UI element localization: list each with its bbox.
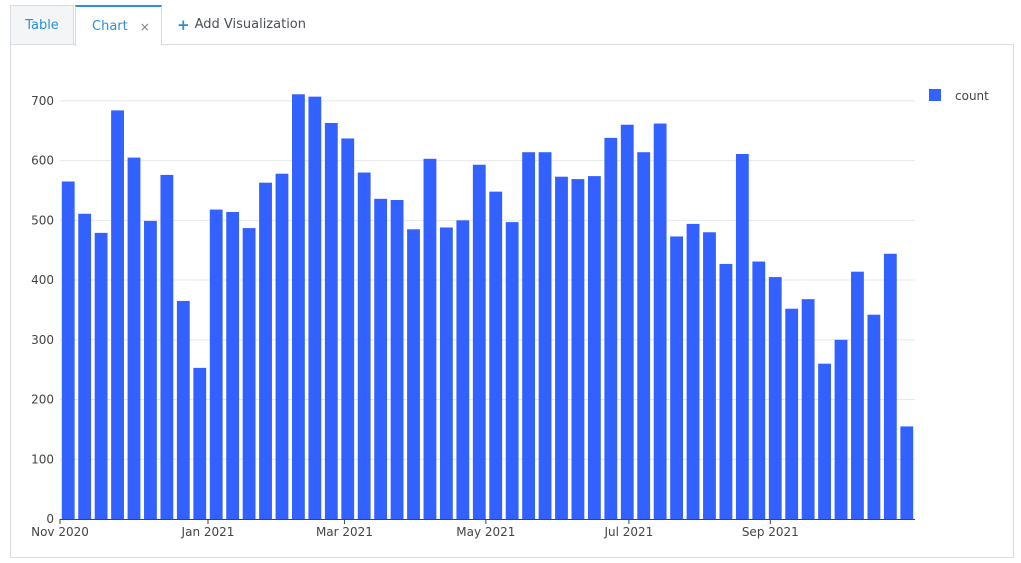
x-tick-label: May 2021 (456, 525, 515, 539)
legend-swatch (929, 89, 941, 101)
bar (604, 137, 618, 519)
bar (407, 229, 420, 520)
add-visualization-label: Add Visualization (194, 17, 306, 32)
bar (193, 367, 207, 519)
bar (472, 164, 486, 519)
x-tick-label: Jan 2021 (181, 525, 235, 539)
bar (160, 174, 174, 520)
bar (61, 181, 75, 519)
y-tick-label: 300 (31, 333, 54, 347)
bar (686, 223, 700, 519)
bar (637, 152, 651, 519)
bar (867, 314, 881, 519)
bar (719, 263, 733, 519)
bar (78, 213, 92, 519)
y-tick-label: 500 (31, 213, 54, 227)
bar (292, 94, 305, 519)
bar (308, 96, 322, 519)
y-tick-label: 600 (31, 154, 54, 168)
tab-table[interactable]: Table (10, 5, 74, 44)
bar (818, 363, 831, 519)
bar (785, 308, 799, 519)
x-tick-label: Nov 2020 (31, 525, 89, 539)
close-icon[interactable]: × (139, 19, 150, 34)
bar (522, 152, 536, 519)
bar (226, 211, 240, 519)
bar (735, 154, 749, 519)
x-tick-label: Jul 2021 (603, 525, 653, 539)
plus-icon: + (177, 15, 190, 34)
x-tick-label: Mar 2021 (316, 525, 373, 539)
y-tick-label: 100 (31, 452, 54, 466)
y-tick-label: 200 (31, 393, 54, 407)
bar (587, 176, 601, 519)
add-visualization-button[interactable]: + Add Visualization (177, 5, 306, 44)
tab-chart-label: Chart (92, 19, 128, 34)
bar (176, 300, 190, 519)
bar (900, 426, 914, 519)
bar (752, 261, 766, 519)
legend-label: count (955, 89, 989, 103)
bar (275, 173, 289, 519)
tab-chart[interactable]: Chart × (75, 5, 162, 46)
bar (111, 110, 124, 520)
x-tick-label: Sep 2021 (742, 525, 799, 539)
bar (505, 222, 519, 519)
bar (456, 220, 470, 519)
bar (357, 172, 371, 519)
bar (374, 198, 388, 519)
bar (423, 158, 437, 519)
chart-panel: 0 100 200 300 400 500 600 700 Nov 2020 Jan 2021 Ma… (10, 44, 1014, 558)
y-tick-label: 700 (31, 94, 54, 108)
bar (620, 124, 634, 519)
bar (703, 232, 716, 519)
bar (242, 228, 256, 519)
bar (653, 123, 667, 519)
bar (209, 209, 223, 519)
bar (571, 179, 585, 520)
bar (324, 122, 338, 520)
bar (439, 227, 453, 520)
bar (538, 152, 552, 519)
bar (489, 191, 503, 520)
tab-bar: Table Chart × + Add Visualization (0, 0, 1021, 46)
tab-table-label: Table (25, 17, 59, 33)
bar (851, 271, 864, 519)
bar (127, 157, 141, 519)
bar (555, 176, 568, 520)
bar (768, 277, 782, 519)
bar (883, 253, 897, 519)
bar (670, 236, 683, 519)
y-tick-label: 400 (31, 273, 54, 287)
bar (259, 182, 272, 519)
bar (341, 138, 355, 519)
bar (390, 200, 404, 520)
y-tick-label: 0 (46, 512, 54, 526)
bar (144, 220, 157, 520)
bar (94, 232, 108, 519)
bar (801, 299, 815, 519)
bar (834, 339, 848, 519)
bar-chart: 0 100 200 300 400 500 600 700 Nov 2020 Jan 2021 Ma… (31, 89, 989, 539)
